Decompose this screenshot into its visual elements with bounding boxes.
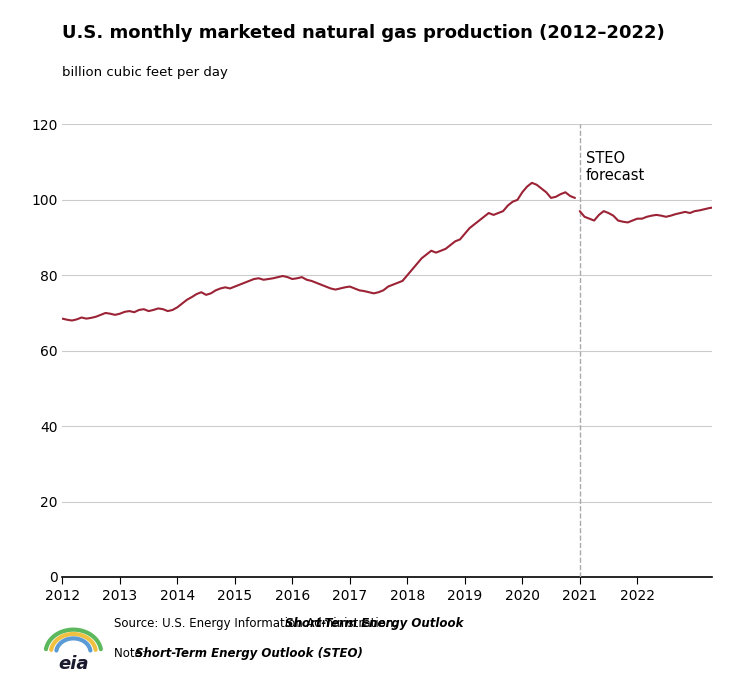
Text: eia: eia — [58, 654, 89, 672]
Text: billion cubic feet per day: billion cubic feet per day — [62, 66, 228, 79]
Text: Short-Term Energy Outlook: Short-Term Energy Outlook — [285, 617, 463, 630]
Text: Short-Term Energy Outlook (STEO): Short-Term Energy Outlook (STEO) — [135, 647, 363, 660]
Text: Note:: Note: — [114, 647, 150, 660]
Text: STEO
forecast: STEO forecast — [586, 151, 644, 183]
Text: Source: U.S. Energy Information Administration,: Source: U.S. Energy Information Administ… — [114, 617, 401, 630]
Text: U.S. monthly marketed natural gas production (2012–2022): U.S. monthly marketed natural gas produc… — [62, 24, 665, 42]
